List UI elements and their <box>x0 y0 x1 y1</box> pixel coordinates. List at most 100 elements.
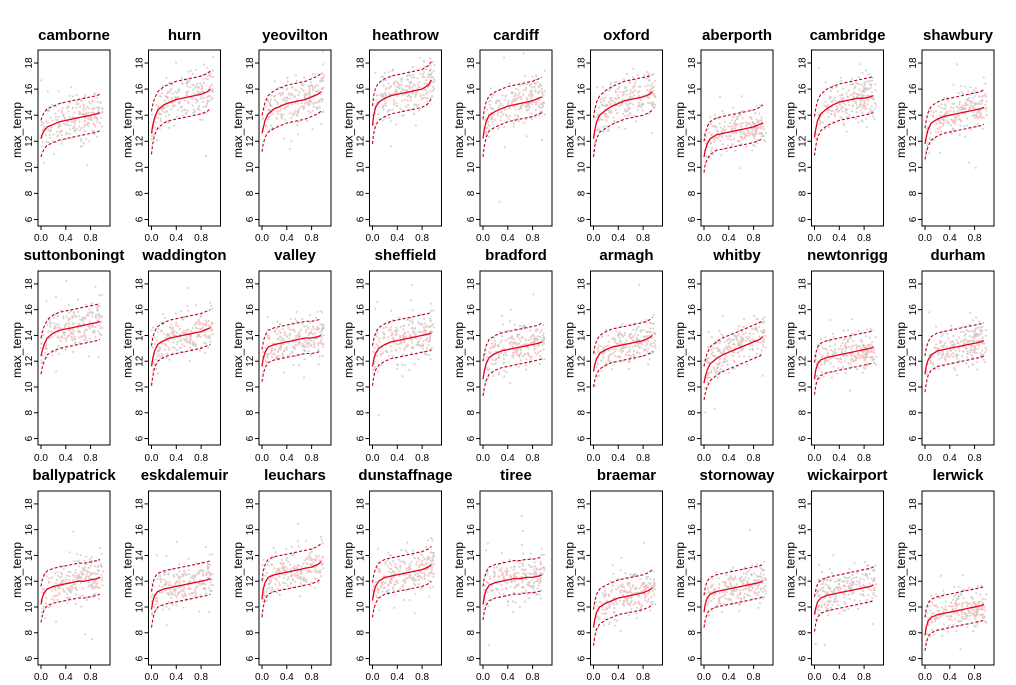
data-point <box>425 82 429 86</box>
data-point <box>521 83 524 86</box>
data-point <box>83 124 86 127</box>
data-point <box>73 120 76 123</box>
data-point <box>847 362 851 365</box>
data-point <box>53 599 56 602</box>
data-point <box>424 329 427 332</box>
data-point <box>313 346 316 349</box>
y-tick-label: 18 <box>908 278 919 290</box>
data-point <box>399 347 402 350</box>
data-point <box>270 94 273 97</box>
data-point <box>508 336 511 339</box>
data-point <box>413 333 416 336</box>
data-point <box>168 358 171 361</box>
data-point <box>851 340 855 343</box>
data-point <box>858 88 861 91</box>
panel-title: suttonboningt <box>24 247 125 264</box>
data-point <box>320 91 324 94</box>
data-point <box>751 347 754 350</box>
data-point <box>286 567 289 570</box>
data-point <box>302 105 305 108</box>
data-point <box>65 107 68 110</box>
data-point <box>426 91 429 94</box>
data-point <box>207 319 210 323</box>
data-point <box>206 74 210 77</box>
data-point <box>51 103 54 106</box>
upper-interval-line <box>40 302 101 339</box>
data-point <box>940 341 943 344</box>
data-point <box>166 334 169 337</box>
data-point <box>930 360 933 364</box>
data-point <box>424 338 427 342</box>
data-point <box>428 84 431 87</box>
data-point <box>855 104 859 107</box>
data-point <box>952 83 955 86</box>
data-point <box>53 313 57 316</box>
data-point <box>311 73 314 76</box>
lower-interval-line <box>371 97 432 144</box>
data-point <box>718 358 721 361</box>
y-tick-label: 6 <box>908 216 919 222</box>
data-point <box>509 308 512 311</box>
data-point <box>209 584 212 587</box>
y-tick-label: 14 <box>466 109 477 121</box>
data-point <box>972 111 975 114</box>
data-point <box>762 138 765 141</box>
data-point <box>715 126 718 129</box>
data-point <box>933 138 936 141</box>
data-point <box>618 336 621 339</box>
data-point <box>181 114 184 117</box>
data-point <box>498 200 501 203</box>
data-point <box>756 127 759 130</box>
data-point <box>385 94 388 97</box>
data-point <box>870 355 873 358</box>
data-point <box>522 93 525 96</box>
data-point <box>431 61 434 64</box>
data-point <box>502 113 505 116</box>
data-point <box>873 361 876 365</box>
plot-frame <box>479 270 553 446</box>
data-point <box>297 107 300 111</box>
data-point <box>970 329 974 333</box>
data-point <box>819 122 822 125</box>
data-point <box>518 355 521 358</box>
data-point <box>963 85 966 88</box>
data-point <box>319 330 322 333</box>
data-point <box>755 118 758 121</box>
data-point <box>401 363 404 366</box>
data-point <box>205 154 208 157</box>
data-point <box>815 133 818 136</box>
data-point <box>173 333 176 337</box>
data-point <box>510 335 514 338</box>
data-point <box>485 108 489 111</box>
data-point <box>522 121 525 124</box>
data-point <box>98 546 101 549</box>
data-point <box>77 314 80 318</box>
data-point <box>831 109 834 112</box>
data-point <box>199 584 202 587</box>
data-point <box>63 324 66 327</box>
data-point <box>91 108 94 111</box>
y-tick-label: 10 <box>135 381 146 393</box>
data-point <box>189 96 192 99</box>
y-tick-label: 8 <box>24 190 35 196</box>
data-point <box>278 583 281 587</box>
y-tick-label: 8 <box>687 410 698 416</box>
data-point <box>621 94 624 97</box>
data-point <box>421 96 424 100</box>
data-point <box>428 353 431 357</box>
data-point <box>410 267 412 269</box>
data-point <box>530 335 533 338</box>
mean-line <box>40 320 101 357</box>
data-point <box>194 342 197 345</box>
data-point <box>738 340 741 343</box>
data-point <box>165 624 168 627</box>
data-point <box>819 120 822 123</box>
data-point <box>433 87 436 90</box>
data-point <box>651 104 654 107</box>
data-point <box>866 103 869 106</box>
data-point <box>756 347 759 350</box>
data-point <box>529 356 532 359</box>
data-point <box>936 127 939 130</box>
data-point <box>530 90 533 93</box>
data-point <box>192 344 195 347</box>
